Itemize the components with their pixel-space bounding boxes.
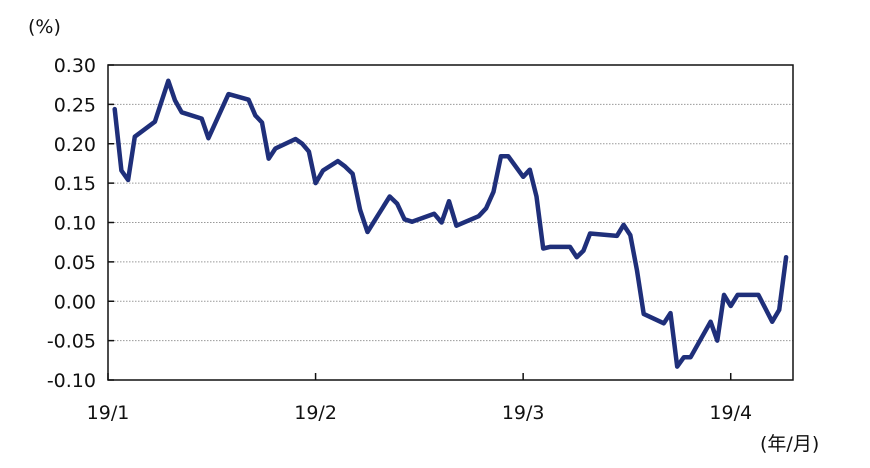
series-line (112, 78, 789, 369)
y-tick-label: 0.25 (54, 94, 96, 116)
x-axis-unit-label: (年/月) (760, 433, 819, 455)
plot-frame (107, 64, 794, 381)
x-tick-label: 19/3 (502, 402, 545, 424)
y-tick-label: -0.05 (47, 331, 96, 353)
x-tick-label: 19/4 (709, 402, 752, 424)
y-tick-label: -0.10 (47, 370, 96, 392)
y-tick-label: 0.00 (54, 291, 96, 313)
y-tick-label: 0.05 (54, 252, 96, 274)
x-tick-label: 19/2 (294, 402, 337, 424)
y-tick-label: 0.10 (54, 213, 96, 235)
y-tick-label: 0.20 (54, 134, 96, 156)
y-tick-label: 0.15 (54, 173, 96, 195)
y-tick-label: 0.30 (54, 55, 96, 77)
x-tick-label: 19/1 (87, 402, 130, 424)
y-axis-unit-label: (%) (28, 16, 61, 38)
